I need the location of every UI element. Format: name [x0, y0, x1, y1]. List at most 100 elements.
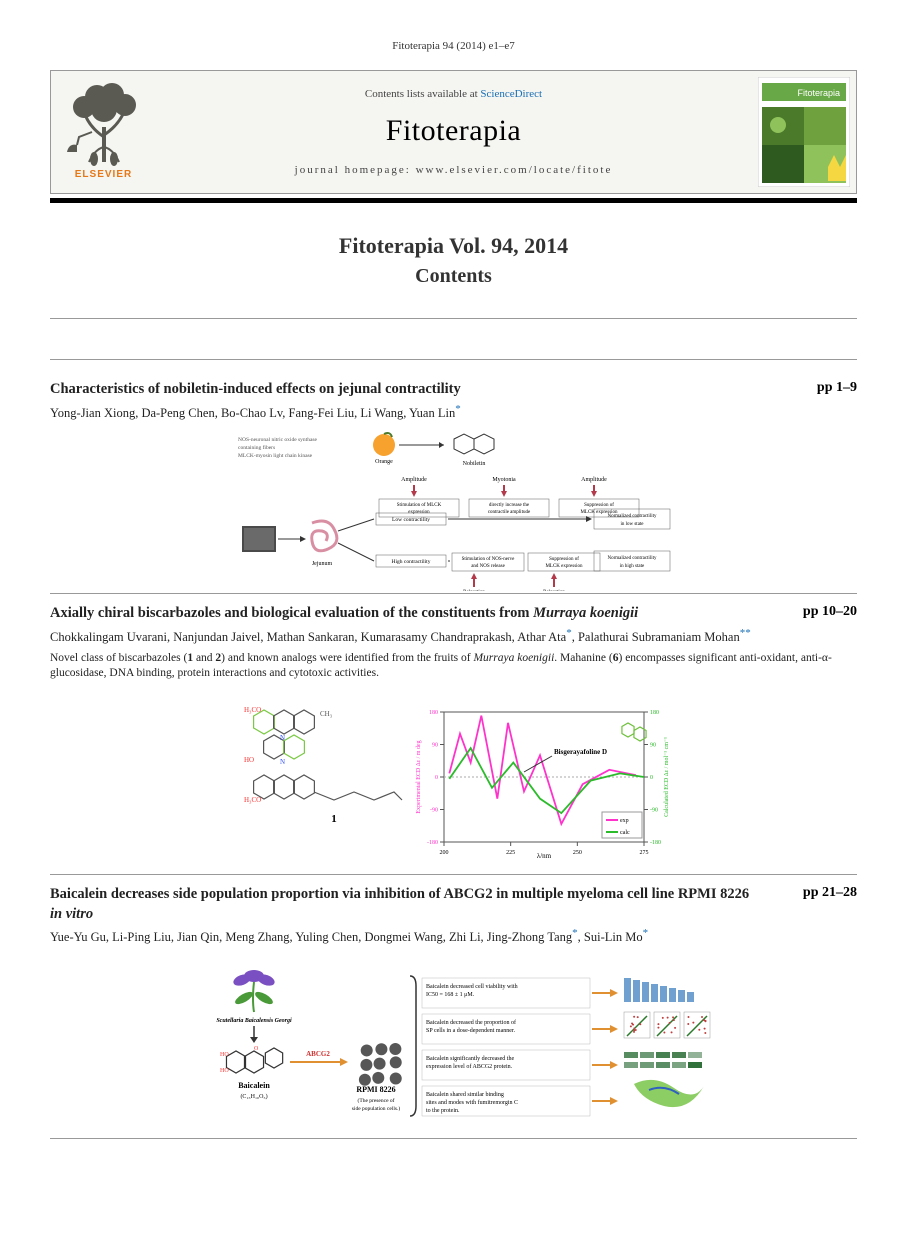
- article-authors: Chokkalingam Uvarani, Nanjundan Jaivel, …: [50, 626, 857, 645]
- svg-text:Low contractility: Low contractility: [391, 517, 429, 523]
- title-text: Baicalein decreases side population prop…: [50, 886, 749, 902]
- svg-text:Jejunum: Jejunum: [311, 561, 332, 567]
- svg-text:NOS-neuronal nitric oxide synt: NOS-neuronal nitric oxide synthase: [238, 437, 318, 443]
- article-page-range: pp 10–20: [791, 604, 857, 620]
- elsevier-logo: [59, 77, 149, 167]
- svg-text:CH₃: CH₃: [320, 710, 333, 718]
- graphical-abstract-figure: Scutellaria Baicalensis GeorgiHOHOOBaica…: [194, 956, 714, 1126]
- svg-text:-90: -90: [650, 807, 658, 813]
- sciencedirect-link[interactable]: ScienceDirect: [480, 88, 542, 100]
- svg-text:MLCK expression: MLCK expression: [545, 564, 583, 569]
- txt: . Mahanine (: [554, 652, 612, 664]
- article-page-range: pp 21–28: [791, 885, 857, 901]
- svg-text:HO: HO: [244, 756, 254, 764]
- txt: ) and known analogs were identified from…: [221, 652, 473, 664]
- svg-text:Myotonia: Myotonia: [492, 477, 516, 483]
- svg-text:IC50 = 168 ± 1 μM.: IC50 = 168 ± 1 μM.: [426, 992, 475, 998]
- svg-text:(C₁₅H₁₀O₅): (C₁₅H₁₀O₅): [240, 1093, 267, 1100]
- svg-text:H₃CO: H₃CO: [244, 796, 261, 804]
- svg-text:90: 90: [432, 742, 438, 748]
- contents-available-line: Contents lists available at ScienceDirec…: [365, 88, 542, 100]
- svg-text:Amplitude: Amplitude: [581, 477, 607, 483]
- article-title[interactable]: Characteristics of nobiletin-induced eff…: [50, 380, 461, 400]
- section-divider: [50, 359, 857, 360]
- svg-text:exp: exp: [620, 818, 629, 824]
- svg-text:(The presence of: (The presence of: [357, 1097, 394, 1104]
- svg-text:180: 180: [429, 710, 438, 716]
- svg-text:HO: HO: [220, 1068, 229, 1074]
- authors-list-tail: , Sui-Lin Mo: [578, 930, 643, 944]
- svg-text:containing fibers: containing fibers: [238, 444, 275, 451]
- title-italic: in vitro: [50, 906, 93, 922]
- ga3-svg: Scutellaria Baicalensis GeorgiHOHOOBaica…: [194, 956, 714, 1126]
- svg-text:MLCK-myosin light chain kinase: MLCK-myosin light chain kinase: [238, 453, 313, 459]
- svg-text:calc: calc: [620, 830, 630, 836]
- graphical-abstract: H₃COHOCH₃NNH₃CO1λ/nmExperimental ECD Δε …: [50, 692, 857, 862]
- authors-list-tail: , Palathurai Subramaniam Mohan: [572, 630, 740, 644]
- corresponding-star-icon: *: [643, 927, 649, 939]
- svg-text:-90: -90: [430, 807, 438, 813]
- header-thick-rule: [50, 198, 857, 203]
- svg-text:Experimental ECD Δε / m deg: Experimental ECD Δε / m deg: [416, 740, 422, 813]
- svg-text:0: 0: [650, 775, 653, 781]
- graphical-abstract: NOS-neuronal nitric oxide synthasecontai…: [50, 431, 857, 581]
- svg-text:Suppression of: Suppression of: [584, 503, 614, 508]
- article-title[interactable]: Axially chiral biscarbazoles and biologi…: [50, 604, 638, 624]
- svg-text:180: 180: [650, 710, 659, 716]
- svg-text:side population cells.): side population cells.): [351, 1105, 400, 1112]
- journal-cover-icon: Fitoterapia: [758, 77, 850, 187]
- ga1-svg: NOS-neuronal nitric oxide synthasecontai…: [234, 431, 674, 591]
- header-center: Contents lists available at ScienceDirec…: [156, 71, 751, 193]
- svg-text:-180: -180: [650, 840, 661, 846]
- svg-text:sites and modes with fumitremo: sites and modes with fumitremorgin C: [426, 1099, 518, 1106]
- svg-text:225: 225: [506, 850, 515, 856]
- contents-heading: Contents: [50, 265, 857, 288]
- svg-text:Baicalein significantly decrea: Baicalein significantly decreased the: [426, 1055, 514, 1062]
- svg-text:λ/nm: λ/nm: [536, 852, 551, 860]
- svg-text:in high state: in high state: [619, 564, 644, 569]
- elsevier-wordmark: ELSEVIER: [75, 169, 132, 180]
- svg-text:expression: expression: [408, 510, 430, 515]
- svg-text:Fitoterapia: Fitoterapia: [797, 88, 840, 98]
- svg-text:ABCG2: ABCG2: [306, 1050, 330, 1058]
- graphical-abstract-figure: H₃COHOCH₃NNH₃CO1λ/nmExperimental ECD Δε …: [224, 692, 684, 862]
- svg-text:RPMI 8226: RPMI 8226: [356, 1085, 395, 1094]
- svg-text:High contractility: High contractility: [391, 559, 430, 565]
- graphical-abstract-figure: NOS-neuronal nitric oxide synthasecontai…: [234, 431, 674, 581]
- svg-text:Baicalein decreased the propor: Baicalein decreased the proportion of: [426, 1019, 516, 1026]
- svg-text:90: 90: [650, 742, 656, 748]
- svg-text:contractile amplitude: contractile amplitude: [487, 510, 530, 515]
- article-header-row: Characteristics of nobiletin-induced eff…: [50, 380, 857, 400]
- svg-text:Calculated ECD Δε / mol⁻¹ cm⁻¹: Calculated ECD Δε / mol⁻¹ cm⁻¹: [664, 737, 670, 817]
- article-authors: Yong-Jian Xiong, Da-Peng Chen, Bo-Chao L…: [50, 402, 857, 421]
- article-header-row: Baicalein decreases side population prop…: [50, 885, 857, 924]
- corresponding-star-icon: **: [740, 627, 751, 639]
- txt: Novel class of biscarbazoles (: [50, 652, 187, 664]
- svg-text:Normalized contractility: Normalized contractility: [607, 514, 657, 519]
- svg-text:Nobiletin: Nobiletin: [462, 461, 485, 467]
- svg-text:250: 250: [572, 850, 581, 856]
- authors-list: Yue-Yu Gu, Li-Ping Liu, Jian Qin, Meng Z…: [50, 930, 572, 944]
- svg-text:Baicalein shared similar bindi: Baicalein shared similar binding: [426, 1092, 504, 1098]
- article-entry: Characteristics of nobiletin-induced eff…: [50, 370, 857, 594]
- svg-text:N: N: [280, 758, 285, 766]
- section-divider: [50, 318, 857, 319]
- svg-text:Stimulation of MLCK: Stimulation of MLCK: [396, 503, 441, 508]
- svg-text:Suppression of: Suppression of: [549, 557, 579, 562]
- journal-header-box: ELSEVIER Contents lists available at Sci…: [50, 70, 857, 194]
- publisher-logo-cell: ELSEVIER: [51, 71, 156, 193]
- svg-text:H₃CO: H₃CO: [244, 706, 261, 714]
- svg-text:Relaxation: Relaxation: [543, 590, 565, 591]
- article-title[interactable]: Baicalein decreases side population prop…: [50, 885, 750, 924]
- article-highlight-text: Novel class of biscarbazoles (1 and 2) a…: [50, 651, 857, 682]
- svg-text:HO: HO: [220, 1052, 229, 1058]
- svg-text:directly increase the: directly increase the: [488, 503, 529, 508]
- volume-title: Fitoterapia Vol. 94, 2014: [50, 233, 857, 259]
- authors-list: Chokkalingam Uvarani, Nanjundan Jaivel, …: [50, 630, 566, 644]
- journal-cover-cell: Fitoterapia: [751, 71, 856, 193]
- article-page-range: pp 1–9: [805, 380, 857, 396]
- title-italic-species: Murraya koenigii: [533, 605, 638, 621]
- svg-text:SP cells in a dose-dependent m: SP cells in a dose-dependent manner.: [426, 1028, 516, 1034]
- article-authors: Yue-Yu Gu, Li-Ping Liu, Jian Qin, Meng Z…: [50, 926, 857, 945]
- species-name: Murraya koenigii: [473, 652, 554, 664]
